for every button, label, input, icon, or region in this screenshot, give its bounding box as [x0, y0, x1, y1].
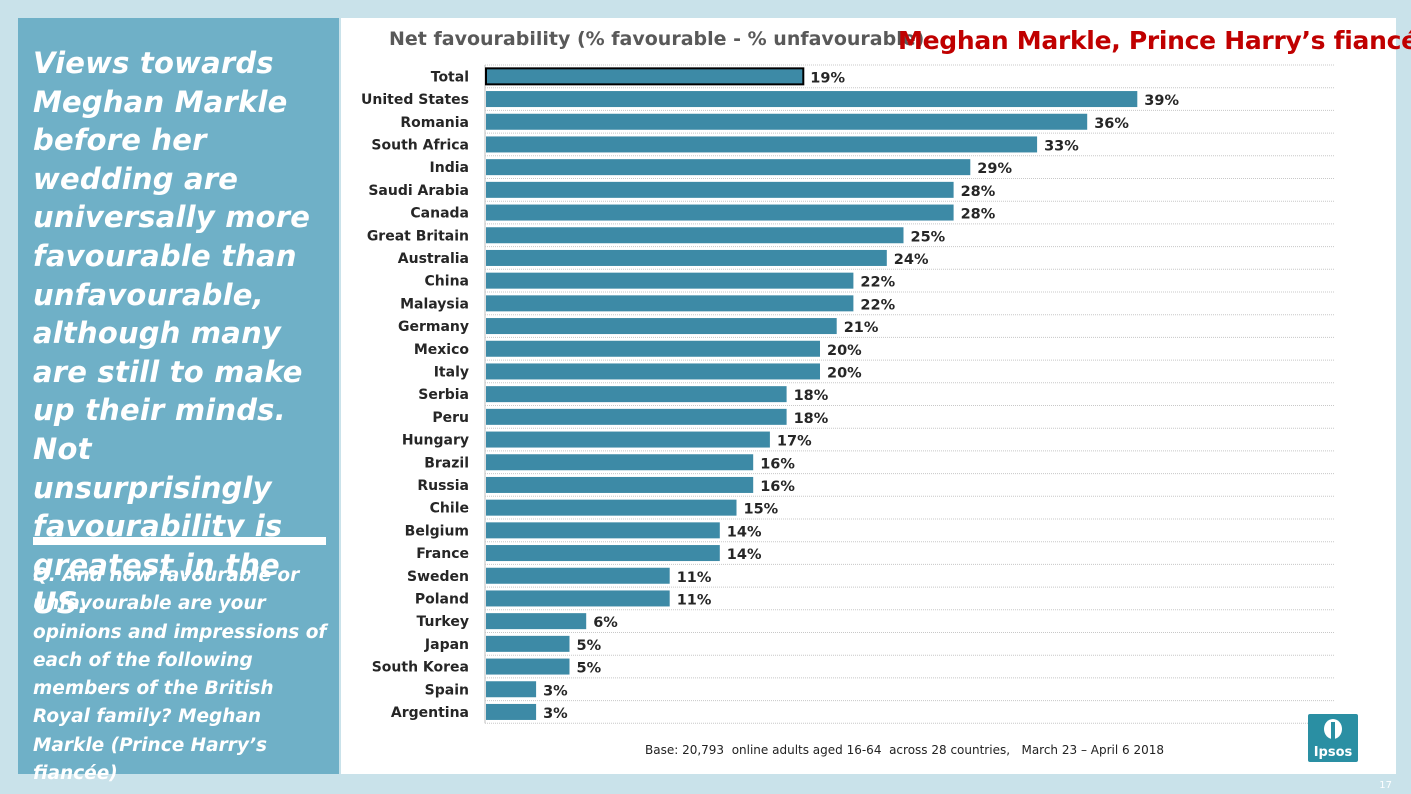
category-label: Belgium [405, 523, 469, 539]
bar-chile [486, 500, 737, 516]
bar-france [486, 545, 720, 561]
value-label: 11% [677, 570, 712, 586]
category-label: China [425, 274, 469, 290]
bar-sweden [486, 568, 670, 584]
bar-japan [486, 636, 570, 652]
bar-italy [486, 363, 820, 379]
bar-china [486, 273, 853, 289]
category-label: South Korea [372, 660, 469, 676]
value-label: 6% [593, 615, 618, 631]
category-label: Total [431, 69, 469, 85]
logo-mark-icon [1323, 718, 1343, 744]
value-label: 19% [810, 70, 845, 86]
value-label: 24% [894, 252, 929, 268]
value-label: 5% [577, 661, 602, 677]
value-label: 20% [827, 343, 862, 359]
value-label: 22% [860, 297, 895, 313]
bar-turkey [486, 613, 586, 629]
category-label: Saudi Arabia [368, 183, 469, 199]
bar-saudi-arabia [486, 182, 954, 198]
category-label: Poland [415, 591, 469, 607]
value-label: 14% [727, 547, 762, 563]
category-label: India [430, 160, 469, 176]
category-label: Turkey [417, 614, 469, 630]
category-label: United States [361, 92, 469, 108]
category-label: Mexico [414, 342, 470, 358]
category-label: Brazil [424, 455, 469, 471]
ipsos-logo: Ipsos [1308, 714, 1358, 762]
bar-brazil [486, 454, 753, 470]
category-label: Serbia [418, 387, 469, 403]
value-label: 11% [677, 592, 712, 608]
bar-peru [486, 409, 787, 425]
category-label: South Africa [371, 137, 469, 153]
value-label: 21% [844, 320, 879, 336]
value-label: 18% [794, 388, 829, 404]
value-label: 3% [543, 706, 568, 722]
category-label: Hungary [402, 433, 469, 449]
bar-hungary [486, 432, 770, 448]
bar-great-britain [486, 227, 904, 243]
bar-south-korea [486, 659, 570, 675]
bar-romania [486, 114, 1087, 130]
bar-malaysia [486, 295, 853, 311]
footnote: Base: 20,793 online adults aged 16-64 ac… [645, 743, 1164, 757]
category-label: Chile [430, 501, 469, 517]
category-label: France [416, 546, 469, 562]
bar-serbia [486, 386, 787, 402]
bar-australia [486, 250, 887, 266]
bar-germany [486, 318, 837, 334]
category-label: Germany [398, 319, 469, 335]
value-label: 3% [543, 683, 568, 699]
bar-argentina [486, 704, 536, 720]
value-label: 17% [777, 434, 812, 450]
category-label: Great Britain [367, 228, 469, 244]
bar-mexico [486, 341, 820, 357]
bar-poland [486, 590, 670, 606]
value-label: 33% [1044, 138, 1079, 154]
value-label: 36% [1094, 116, 1129, 132]
category-label: Russia [417, 478, 469, 494]
value-label: 22% [860, 275, 895, 291]
value-label: 29% [977, 161, 1012, 177]
logo-text: Ipsos [1308, 745, 1358, 760]
page-number: 17 [1379, 780, 1392, 791]
bar-canada [486, 205, 954, 221]
category-label: Argentina [391, 705, 469, 721]
value-label: 14% [727, 524, 762, 540]
bar-total [486, 68, 803, 84]
value-label: 39% [1144, 93, 1179, 109]
value-label: 5% [577, 638, 602, 654]
category-label: Sweden [407, 569, 469, 585]
category-label: Spain [425, 682, 469, 698]
value-label: 16% [760, 479, 795, 495]
value-label: 20% [827, 365, 862, 381]
bar-russia [486, 477, 753, 493]
bar-spain [486, 681, 536, 697]
category-label: Japan [424, 637, 469, 653]
category-label: Italy [434, 364, 469, 380]
category-label: Canada [410, 206, 469, 222]
category-label: Romania [400, 115, 469, 131]
value-label: 25% [911, 229, 946, 245]
bar-india [486, 159, 970, 175]
category-label: Malaysia [400, 296, 469, 312]
bar-belgium [486, 522, 720, 538]
category-label: Peru [432, 410, 469, 426]
value-label: 28% [961, 207, 996, 223]
value-label: 15% [744, 502, 779, 518]
bar-united-states [486, 91, 1137, 107]
value-label: 18% [794, 411, 829, 427]
value-label: 16% [760, 456, 795, 472]
value-label: 28% [961, 184, 996, 200]
category-label: Australia [398, 251, 469, 267]
bar-south-africa [486, 136, 1037, 152]
